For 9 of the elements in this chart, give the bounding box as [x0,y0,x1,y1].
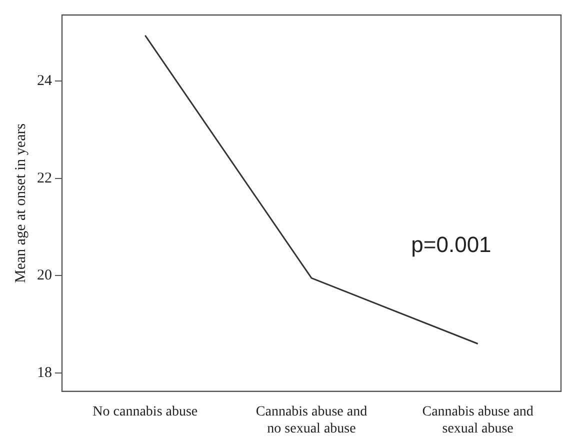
x-tick-label: Cannabis abuse and no sexual abuse [256,404,368,436]
y-tick-label: 24 [37,73,52,90]
y-tick-label: 22 [37,170,52,186]
x-tick-label: Cannabis abuse and sexual abuse [422,404,534,436]
y-tick-label: 20 [37,268,52,284]
x-tick-label: No cannabis abuse [92,404,198,420]
y-axis-title: Mean age at onset in years [12,123,29,283]
y-tick-label: 18 [37,364,52,381]
annotation: p=0.001 [411,232,492,258]
